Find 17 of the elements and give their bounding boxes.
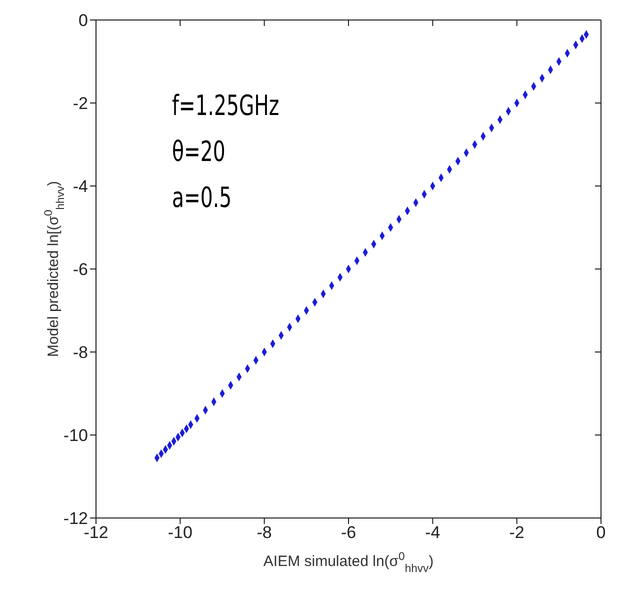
annotation: a=0.5: [172, 181, 232, 214]
y-tick-label: 0: [78, 11, 88, 30]
annotation: θ=20: [172, 135, 226, 168]
y-tick-label: -6: [72, 260, 88, 280]
y-tick-label: -2: [72, 94, 88, 114]
x-tick-label: -10: [168, 523, 192, 542]
x-tick-label: -6: [340, 523, 356, 542]
y-tick-label: -8: [72, 343, 88, 362]
y-tick-label: -10: [63, 426, 88, 446]
x-tick-label: -2: [509, 523, 524, 542]
y-tick-label: -12: [63, 509, 88, 528]
x-tick-label: 0: [596, 523, 606, 542]
x-tick-label: -4: [425, 523, 440, 542]
annotation: f=1.25GHz: [172, 89, 280, 122]
x-axis-title: AIEM simulated ln(σ$^{0}$$_{hhvv}$): [263, 551, 434, 575]
x-tick-label: -8: [256, 523, 272, 542]
y-tick-label: -4: [72, 177, 88, 196]
